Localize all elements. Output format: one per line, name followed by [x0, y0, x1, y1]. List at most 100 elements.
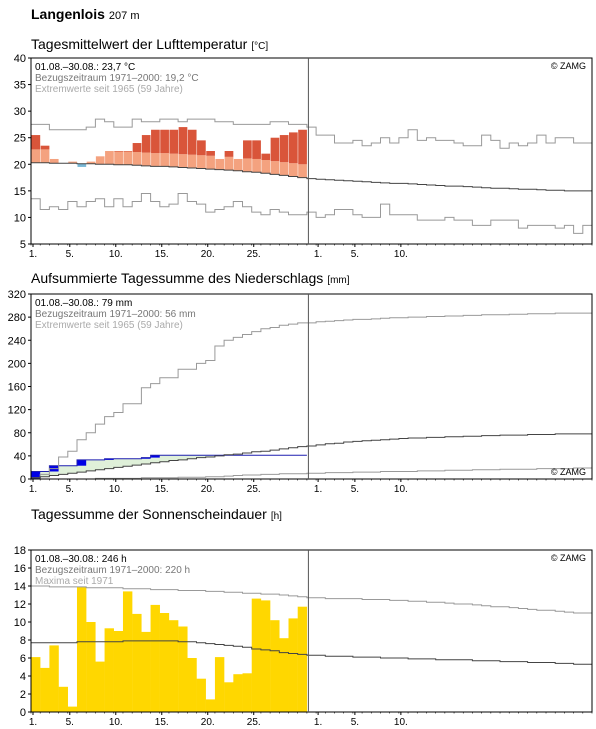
y-tick-label: 16	[14, 563, 26, 575]
x-tick-label: 25.	[247, 484, 261, 495]
sunshine-bar	[159, 613, 170, 712]
y-tick-label: 8	[20, 635, 26, 647]
min-line	[31, 467, 592, 480]
y-tick-label: 18	[14, 545, 26, 557]
normal-range-bar	[252, 158, 261, 173]
surplus-area	[132, 458, 142, 466]
surplus-area	[141, 457, 151, 464]
sunshine-bar	[40, 667, 50, 712]
daily-precip-bar	[105, 458, 114, 460]
above-normal-bar	[261, 153, 271, 161]
y-tick-label: 0	[20, 707, 26, 719]
x-tick-label: 5.	[66, 717, 74, 728]
mean-line	[31, 162, 592, 192]
surplus-area	[76, 459, 87, 473]
surplus-area	[178, 455, 188, 460]
x-tick-label: 1.	[29, 717, 37, 728]
daily-precip-bar	[141, 457, 151, 459]
sunshine-bar	[49, 645, 59, 712]
sunshine-bar	[251, 598, 262, 712]
normal-range-bar	[123, 151, 133, 165]
sunshine-bar	[141, 631, 151, 712]
y-tick-label: 120	[8, 405, 26, 417]
sunshine-bar	[113, 631, 124, 712]
plot-border	[30, 57, 593, 245]
surplus-area	[122, 458, 133, 467]
y-tick-label: 20	[14, 159, 26, 171]
sunshine-bar	[95, 661, 105, 712]
normal-range-bar	[279, 162, 289, 176]
surplus-area	[95, 459, 105, 470]
above-normal-bar	[279, 135, 289, 163]
sunshine-chart-title: Tagessumme der Sonnenscheindauer	[31, 506, 267, 522]
normal-range-bar	[68, 161, 77, 164]
surplus-area	[168, 455, 179, 461]
x-tick-label: 25.	[247, 717, 261, 728]
precipitation-chart-title: Aufsummierte Tagessumme des Niederschlag…	[31, 270, 324, 286]
sunshine-bar	[122, 591, 133, 712]
above-normal-bar	[132, 143, 142, 153]
surplus-area	[67, 465, 78, 474]
normal-range-bar	[233, 158, 243, 171]
x-tick-label: 5.	[66, 249, 74, 260]
max-line	[31, 585, 592, 614]
above-normal-bar	[252, 140, 261, 159]
y-tick-label: 25	[14, 133, 26, 145]
y-tick-label: 35	[14, 80, 26, 92]
normal-range-bar	[215, 158, 225, 170]
y-tick-label: 2	[20, 689, 26, 701]
y-tick-label: 10	[14, 617, 26, 629]
surplus-area	[187, 455, 197, 459]
daily-precip-bar	[77, 459, 87, 466]
above-normal-bar	[31, 135, 41, 150]
x-tick-label: 10.	[109, 717, 123, 728]
info-line-3: Extremwerte seit 1965 (59 Jahre)	[35, 320, 183, 331]
credit-label: © ZAMG	[551, 467, 586, 477]
x-tick-label: 10.	[394, 484, 408, 495]
y-tick-label: 14	[14, 581, 26, 593]
info-line-1: 01.08.–30.08.: 246 h	[35, 554, 127, 565]
cumulative-line	[31, 454, 307, 472]
above-normal-bar	[289, 132, 298, 164]
y-tick-label: 0	[20, 474, 26, 486]
plot-border	[30, 293, 593, 480]
normal-range-bar	[224, 156, 234, 171]
sunshine-bar	[132, 613, 142, 712]
y-tick-label: 6	[20, 653, 26, 665]
x-tick-label: 20.	[201, 484, 215, 495]
normal-range-bar	[40, 149, 50, 163]
sunshine-bar	[86, 622, 96, 712]
x-tick-label: 10.	[394, 249, 408, 260]
surplus-area	[104, 458, 115, 469]
min-line	[31, 193, 592, 234]
normal-range-bar	[105, 151, 114, 165]
above-normal-bar	[169, 129, 179, 154]
y-tick-label: 40	[14, 451, 26, 463]
normal-range-bar	[132, 152, 142, 166]
sunshine-bar	[279, 638, 289, 712]
y-tick-label: 12	[14, 599, 26, 611]
y-tick-label: 15	[14, 186, 26, 198]
x-tick-label: 1.	[29, 484, 37, 495]
sunshine-bar	[168, 620, 179, 712]
sunshine-bar	[187, 658, 197, 712]
x-tick-label: 20.	[201, 249, 215, 260]
x-tick-label: 10.	[109, 484, 123, 495]
sunshine-bar	[67, 706, 78, 712]
normal-range-bar	[197, 155, 206, 169]
x-tick-label: 5.	[351, 484, 359, 495]
x-tick-label: 10.	[394, 717, 408, 728]
plot-border	[30, 549, 593, 713]
sunshine-bar	[270, 620, 280, 712]
sunshine-bar	[196, 678, 206, 712]
normal-range-bar	[178, 154, 188, 168]
y-tick-label: 320	[8, 289, 26, 301]
info-line-3: Extremwerte seit 1965 (59 Jahre)	[35, 84, 183, 95]
sunshine-bar	[150, 604, 160, 712]
sunshine-bar	[76, 586, 87, 712]
normal-range-bar	[169, 153, 179, 167]
sunshine-bar	[242, 673, 252, 712]
temperature-unit: [°C]	[251, 41, 269, 52]
